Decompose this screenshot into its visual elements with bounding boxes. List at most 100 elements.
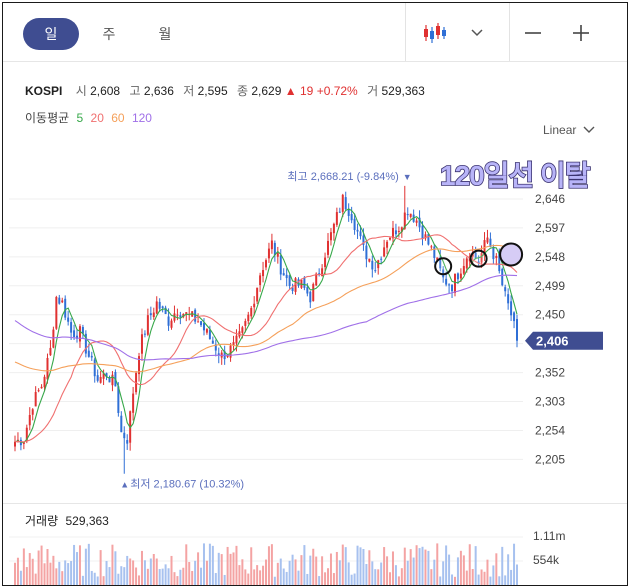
candle-body: [267, 248, 270, 259]
volume-chart[interactable]: 1.11m 554k: [3, 503, 628, 586]
volume-bar: [58, 561, 61, 585]
candle-body: [347, 209, 350, 216]
volume-bar: [270, 544, 273, 585]
open-value: 2,608: [90, 84, 121, 98]
volume-bar: [341, 544, 344, 585]
volume-bar: [241, 559, 244, 585]
moving-average-legend[interactable]: 이동평균 5 20 60 120: [25, 109, 156, 126]
zoom-out-button[interactable]: [517, 17, 549, 49]
volume-bar: [495, 553, 498, 585]
ma-line-120: [14, 274, 518, 361]
candle-body: [477, 261, 480, 264]
candle-body: [510, 301, 513, 316]
volume-bar: [465, 570, 468, 585]
candle-body: [102, 373, 105, 379]
volume-bar: [318, 576, 321, 585]
volume-bar: [516, 564, 518, 585]
volume-bar: [135, 567, 138, 585]
candle-body: [350, 214, 353, 221]
volume-bar: [158, 569, 161, 585]
volume-bar: [471, 569, 474, 585]
max-arrow-icon: ▼: [403, 172, 412, 182]
cross-marker: [469, 249, 488, 268]
y-tick-label: 2,450: [535, 308, 565, 322]
candle-body: [161, 306, 164, 309]
volume-bar: [25, 567, 28, 585]
min-price-label: 최저 2,180.67 (10.32%): [130, 478, 244, 491]
volume-bar: [377, 569, 380, 585]
candle-body: [126, 440, 129, 444]
candle-body: [244, 321, 247, 326]
volume-bar: [123, 567, 126, 585]
volume-bar: [214, 573, 217, 585]
candle-body: [335, 212, 338, 225]
chevron-down-icon[interactable]: [461, 17, 493, 49]
candle-body: [380, 258, 383, 260]
volume-bar: [279, 558, 282, 585]
min-arrow-icon: ▲: [120, 480, 129, 490]
volume-bar: [300, 555, 303, 585]
annotation-text: 120일선 이탈: [439, 159, 591, 192]
candle-body: [389, 237, 392, 240]
volume-bar: [430, 569, 433, 585]
volume-bar: [182, 567, 185, 585]
price-chart[interactable]: 2,6462,5972,5482,4992,4502,4012,3522,303…: [3, 143, 628, 501]
tab-daily[interactable]: 일: [23, 18, 79, 50]
candle-body: [229, 345, 232, 358]
volume-panel-label: 거래량: [25, 514, 59, 528]
candle-body: [262, 270, 265, 277]
candle-body: [386, 241, 389, 248]
volume-bar: [90, 570, 93, 585]
candle-body: [208, 329, 211, 340]
volume-bar: [400, 568, 403, 585]
candle-body: [25, 427, 28, 441]
volume-bar: [391, 551, 394, 585]
volume-bar: [474, 546, 477, 585]
candlestick-icon[interactable]: [419, 17, 451, 49]
candle-body: [149, 313, 152, 316]
candle-body: [501, 268, 504, 286]
candle-body: [194, 309, 197, 322]
volume-bar: [143, 560, 146, 585]
volume-bar: [179, 569, 182, 585]
volume-bar: [262, 565, 265, 585]
volume-bar: [93, 572, 96, 585]
volume-bar: [111, 544, 114, 585]
candle-body: [108, 377, 111, 383]
candle-body: [276, 253, 279, 257]
volume-bar: [453, 576, 456, 585]
volume-bar: [208, 543, 211, 585]
tab-weekly[interactable]: 주: [102, 26, 116, 42]
volume-bar: [451, 574, 454, 585]
candle-body: [61, 300, 64, 303]
candle-body: [259, 275, 262, 286]
volume-bar: [55, 568, 58, 585]
volume-bar: [403, 547, 406, 585]
volume-bar: [489, 576, 492, 585]
candle-body: [146, 315, 149, 335]
tab-monthly[interactable]: 월: [158, 26, 172, 42]
candle-body: [303, 277, 306, 288]
candle-body: [492, 247, 495, 260]
volume-bar: [306, 573, 309, 585]
candle-body: [173, 313, 176, 321]
volume-bar: [389, 572, 392, 585]
candle-body: [52, 329, 55, 348]
candle-body: [453, 273, 456, 293]
volume-bar: [220, 554, 223, 585]
volume-bar: [250, 547, 253, 585]
volume-bar: [78, 545, 81, 585]
volume-bar: [211, 545, 214, 585]
volume-bar: [445, 545, 448, 585]
volume-divider: [3, 503, 627, 504]
candle-body: [34, 392, 37, 407]
zoom-in-button[interactable]: [565, 17, 597, 49]
volume-bar: [483, 571, 486, 585]
candle-body: [226, 354, 229, 357]
volume-bar: [43, 563, 46, 585]
volume-bar: [486, 559, 489, 585]
candle-body: [105, 373, 108, 377]
volume-bar: [185, 544, 188, 585]
volume-bar: [332, 573, 335, 585]
scale-selector[interactable]: Linear: [543, 123, 596, 137]
